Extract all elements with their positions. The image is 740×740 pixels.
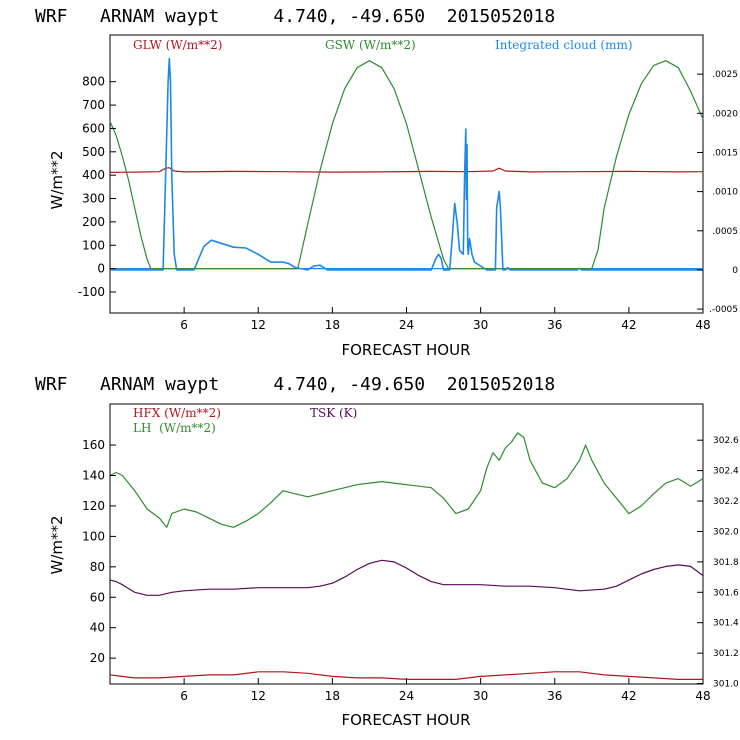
bottom-x-axis-label: FORECAST HOUR	[341, 711, 470, 729]
x-tick-label: 12	[251, 318, 266, 332]
y2-tick-label: .0015	[712, 148, 738, 158]
y2-tick-label: 302.4	[713, 467, 739, 477]
bottom-panel: WRF ARNAM waypt 4.740, -49.650 201505201…	[35, 374, 739, 729]
y-tick-label: 300	[82, 192, 105, 206]
x-tick-label: 12	[251, 689, 266, 703]
series-line-glw	[109, 167, 704, 173]
y-tick-label: 500	[82, 145, 105, 159]
x-tick-label: 24	[399, 689, 414, 703]
y-tick-label: 100	[82, 529, 105, 543]
y-tick-label: 700	[82, 98, 105, 112]
y-tick-label: 200	[82, 215, 105, 229]
x-tick-label: 6	[180, 318, 188, 332]
series-line-lh	[109, 432, 704, 528]
y2-tick-label: .-0005	[709, 305, 738, 315]
y2-tick-label: 301.4	[713, 619, 739, 629]
legend-tsk: TSK (K)	[310, 406, 357, 420]
y-tick-label: 60	[90, 590, 105, 604]
y2-tick-label: 302.2	[713, 497, 739, 507]
x-tick-label: 42	[621, 689, 636, 703]
legend-hfx: HFX (W/m**2)	[133, 406, 221, 420]
y2-tick-label: 301.0	[713, 680, 739, 690]
series-line-tsk	[109, 559, 704, 596]
top-y-axis-label: W/m**2	[48, 150, 66, 209]
y2-tick-label: 301.2	[713, 649, 739, 659]
x-tick-label: 18	[325, 318, 340, 332]
y2-tick-label: .0010	[712, 188, 738, 198]
y-tick-label: 100	[82, 238, 105, 252]
x-tick-label: 36	[547, 689, 562, 703]
bottom-plot-frame	[109, 403, 704, 685]
top-panel: WRF ARNAM waypt 4.740, -49.650 201505201…	[35, 6, 738, 359]
y2-tick-label: .0005	[712, 227, 738, 237]
x-tick-label: 48	[695, 318, 710, 332]
y-tick-label: 160	[82, 438, 105, 452]
x-tick-label: 30	[473, 318, 488, 332]
x-tick-label: 48	[695, 689, 710, 703]
legend-lh: LH (W/m**2)	[133, 421, 216, 435]
x-tick-label: 36	[547, 318, 562, 332]
legend-gsw: GSW (W/m**2)	[325, 38, 416, 52]
top-plot-frame	[109, 34, 704, 314]
x-tick-label: 18	[325, 689, 340, 703]
y-tick-label: 40	[90, 621, 105, 635]
legend-integrated-cloud: Integrated cloud (mm)	[495, 38, 633, 52]
x-tick-label: 6	[180, 689, 188, 703]
y-tick-label: 80	[90, 560, 105, 574]
y-tick-label: -100	[78, 285, 105, 299]
y-tick-label: 120	[82, 499, 105, 513]
y2-tick-label: 302.0	[713, 527, 739, 537]
x-tick-label: 42	[621, 318, 636, 332]
y-tick-label: 0	[97, 262, 105, 276]
y2-tick-label: .0025	[712, 70, 738, 80]
series-line-gsw	[109, 60, 704, 270]
legend-glw: GLW (W/m**2)	[133, 38, 222, 52]
top-title: WRF ARNAM waypt 4.740, -49.650 201505201…	[35, 6, 555, 27]
y-tick-label: 600	[82, 121, 105, 135]
x-tick-label: 24	[399, 318, 414, 332]
series-line-integrated	[110, 57, 703, 271]
y-tick-label: 800	[82, 75, 105, 89]
bottom-y-axis-label: W/m**2	[48, 515, 66, 574]
y2-tick-label: 301.8	[713, 558, 739, 568]
y-tick-label: 20	[90, 651, 105, 665]
y2-tick-label: 302.6	[713, 436, 739, 446]
y-tick-label: 140	[82, 469, 105, 483]
top-x-axis-label: FORECAST HOUR	[341, 341, 470, 359]
y-tick-label: 400	[82, 168, 105, 182]
x-tick-label: 30	[473, 689, 488, 703]
y2-tick-label: 301.6	[713, 588, 739, 598]
y2-tick-label: .0020	[712, 109, 738, 119]
y2-tick-label: 0	[732, 266, 738, 276]
bottom-title: WRF ARNAM waypt 4.740, -49.650 201505201…	[35, 374, 555, 395]
